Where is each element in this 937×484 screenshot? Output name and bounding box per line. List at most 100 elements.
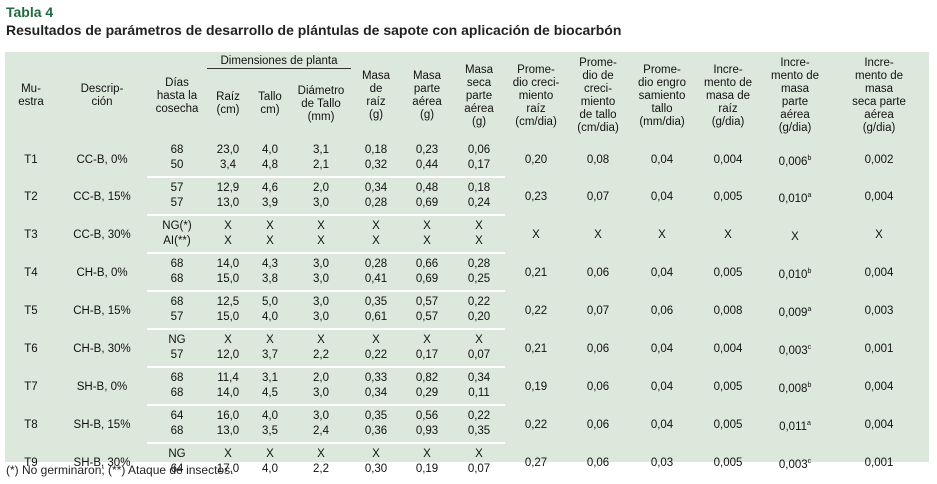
- significance-letter: a: [807, 306, 812, 314]
- cell-diametro: 2,4: [291, 424, 352, 444]
- cell-descripcion: CC-B, 15%: [73, 191, 131, 203]
- cell-raiz: X: [224, 448, 232, 460]
- table-row: T6 CH-B, 30% NG X X X X X X 0,21 0,06 0,04 0,004 0,00…: [5, 329, 929, 357]
- cell-diametro: X: [317, 334, 325, 346]
- table-row-sub: 68 13,0 3,5 2,4 0,36 0,93 0,35: [5, 424, 929, 444]
- cell-prom-raiz: 0,22: [524, 419, 548, 431]
- header-line: Descrip-: [80, 83, 124, 95]
- cell-inc-raiz: X: [724, 229, 732, 241]
- cell-masa_raiz: 0,28: [351, 196, 402, 216]
- table-row: T2 CC-B, 15% 57 12,9 4,6 2,0 0,34 0,48 0,18 0,23 0…: [5, 177, 929, 205]
- cell-masa_seca: 0,34: [467, 372, 491, 384]
- cell-inc-raiz: 0,005: [713, 419, 743, 431]
- cell-muestra: T1: [24, 153, 38, 166]
- cell-inc-seca: 0,001: [864, 456, 894, 469]
- inc-aerea-value: X: [791, 230, 799, 243]
- significance-letter: b: [807, 154, 812, 162]
- cell-muestra: T7: [24, 381, 38, 393]
- header-line: aérea: [780, 109, 810, 121]
- header-line: cosecha: [155, 102, 199, 115]
- header-line: dio engro: [638, 76, 686, 89]
- cell-muestra: T4: [24, 267, 38, 279]
- header-line: Raíz: [216, 91, 240, 104]
- header-line: mento de: [704, 76, 752, 89]
- cell-dias: NG(*): [162, 220, 192, 232]
- cell-diametro: 3,1: [313, 144, 329, 156]
- cell-masa_aerea: 0,82: [415, 372, 439, 384]
- cell-inc-aerea: 0,006b: [761, 140, 829, 177]
- cell-masa_seca: 0,18: [467, 182, 491, 194]
- cell-dias: 68: [147, 272, 207, 292]
- table-row: T9 SH-B, 30% NG X X X X X X 0,27 0,06 0,03 0,005 0,00…: [5, 443, 929, 470]
- cell-tallo: 4,0: [262, 410, 278, 422]
- header-line: parte: [465, 89, 493, 102]
- cell-diametro: 2,2: [313, 463, 329, 475]
- header-line: aérea: [464, 102, 494, 115]
- cell-masa_aerea: 0,23: [415, 144, 439, 156]
- cell-prom-engro: 0,04: [650, 153, 674, 166]
- header-dias: Días hasta la cosecha: [147, 52, 207, 140]
- inc-aerea-value: 0,010: [778, 192, 808, 205]
- cell-prom-raiz: 0,21: [524, 343, 548, 355]
- header-line: parte: [413, 83, 441, 95]
- cell-tallo: 4,0: [262, 463, 278, 475]
- table-row-sub: 57 13,0 3,9 3,0 0,28 0,69 0,24: [5, 196, 929, 216]
- header-line: dio de: [582, 70, 614, 82]
- cell-prom-raiz: 0,22: [524, 305, 548, 317]
- cell-descripcion: SH-B, 0%: [76, 381, 128, 393]
- inc-aerea-value: 0,008: [778, 382, 808, 395]
- cell-raiz: 15,0: [207, 272, 249, 292]
- cell-prom-engro: 0,06: [650, 305, 674, 317]
- header-line: samiento: [638, 89, 686, 102]
- cell-masa_aerea: X: [423, 448, 431, 460]
- cell-descripcion: SH-B, 15%: [73, 419, 131, 431]
- cell-masa_aerea: 0,19: [415, 463, 439, 475]
- table-row-sub: 57 15,0 4,0 3,0 0,61 0,57 0,20: [5, 310, 929, 330]
- header-line: Prome-: [643, 63, 681, 76]
- table-row-sub: 68 15,0 3,8 3,0 0,41 0,69 0,25: [5, 272, 929, 292]
- significance-letter: c: [807, 457, 812, 465]
- table-row: T3 CC-B, 30% NG(*) X X X X X X X X X X X X: [5, 215, 929, 243]
- inc-aerea-value: 0,006: [778, 155, 808, 168]
- cell-tallo: 3,7: [249, 348, 291, 368]
- header-line: creci-: [583, 83, 613, 95]
- cell-tallo: X: [266, 448, 274, 460]
- table-label: Tabla 4: [6, 4, 54, 20]
- cell-raiz: 12,0: [207, 348, 249, 368]
- cell-tallo: 4,5: [249, 386, 291, 406]
- cell-prom-raiz: 0,21: [524, 267, 548, 279]
- cell-raiz: X: [224, 220, 232, 232]
- cell-prom-engro: 0,04: [650, 267, 674, 279]
- cell-dias: 57: [147, 310, 207, 330]
- cell-inc-seca: 0,003: [864, 305, 894, 317]
- cell-masa_aerea: 0,44: [401, 158, 454, 178]
- cell-prom-raiz: 0,19: [524, 381, 548, 393]
- header-masa-aerea: Masa parte aérea (g): [401, 52, 453, 140]
- cell-muestra: T6: [24, 343, 38, 355]
- cell-tallo: 4,3: [262, 258, 278, 270]
- results-table-container: Mu-estra Descrip-ción Días hasta la cosech…: [5, 52, 929, 475]
- table-row-sub: 50 3,4 4,8 2,1 0,32 0,44 0,17: [5, 158, 929, 178]
- header-line: tallo: [651, 102, 673, 115]
- cell-prom-tallo: 0,06: [586, 343, 610, 355]
- cell-raiz: 16,0: [216, 410, 240, 422]
- cell-masa_raiz: 0,36: [351, 424, 402, 444]
- cell-dias: 68: [170, 296, 184, 308]
- cell-diametro: 2,0: [313, 372, 329, 384]
- cell-inc-aerea: 0,010b: [761, 253, 829, 291]
- table-row: T5 CH-B, 15% 68 12,5 5,0 3,0 0,35 0,57 0,22 0,22 0…: [5, 291, 929, 319]
- header-line: (mm): [307, 110, 335, 123]
- header-line: raíz: [718, 102, 738, 115]
- cell-masa_raiz: X: [372, 334, 380, 346]
- cell-masa_seca: X: [475, 448, 483, 460]
- cell-descripcion: CC-B, 0%: [76, 153, 128, 166]
- header-line: Masa: [361, 70, 391, 82]
- inc-aerea-value: 0,003: [778, 458, 808, 471]
- cell-masa_raiz: 0,61: [351, 310, 402, 330]
- cell-raiz: 14,0: [216, 258, 240, 270]
- header-masa-raiz: Masa de raíz (g): [351, 52, 401, 140]
- cell-masa_raiz: 0,34: [364, 182, 388, 194]
- cell-inc-seca: 0,001: [864, 343, 894, 355]
- header-line: (g/dia): [711, 115, 745, 128]
- cell-masa_raiz: 0,32: [351, 158, 402, 178]
